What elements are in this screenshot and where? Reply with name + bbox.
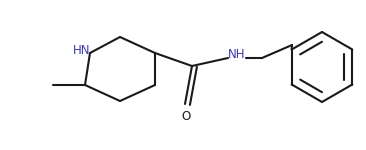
Text: NH: NH (228, 48, 246, 62)
Text: O: O (182, 111, 191, 123)
Text: HN: HN (73, 44, 91, 57)
